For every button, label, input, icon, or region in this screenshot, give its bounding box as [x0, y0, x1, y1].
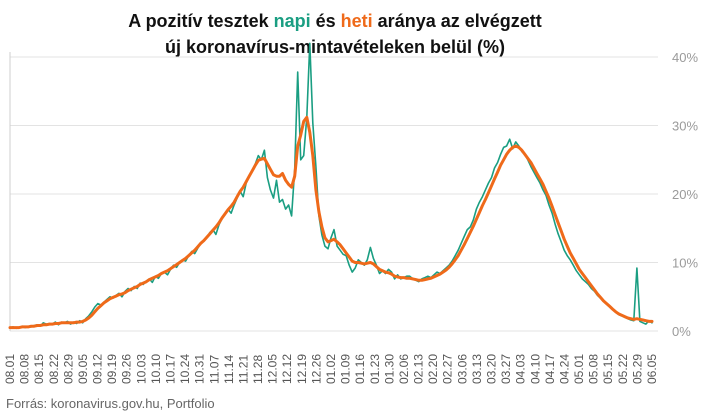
x-tick-label: 10.31 [193, 354, 207, 384]
x-tick-label: 01.09 [339, 354, 353, 384]
x-tick-label: 12.12 [280, 354, 294, 384]
x-tick-label: 08.29 [61, 354, 75, 384]
x-tick-label: 11.07 [207, 355, 221, 384]
title-part: aránya az elvégzett [372, 11, 542, 31]
x-tick-label: 01.30 [382, 354, 396, 384]
x-tick-label: 09.05 [76, 354, 90, 384]
title-heti: heti [340, 11, 373, 31]
source-note: Forrás: koronavirus.gov.hu, Portfolio [6, 396, 215, 411]
x-tick-label: 08.15 [32, 354, 46, 384]
title-napi: napi [273, 11, 311, 31]
x-tick-label: 09.26 [120, 354, 134, 384]
x-tick-label: 10.24 [178, 354, 192, 384]
x-tick-label: 08.22 [47, 354, 61, 384]
x-tick-label: 05.29 [630, 354, 644, 384]
x-tick-label: 12.19 [295, 354, 309, 384]
x-tick-label: 08.08 [18, 354, 32, 384]
x-tick-label: 09.12 [91, 354, 105, 384]
x-tick-label: 10.10 [149, 354, 163, 384]
x-tick-label: 05.15 [601, 354, 615, 384]
x-tick-label: 12.05 [266, 354, 280, 384]
x-tick-label: 03.27 [499, 354, 513, 384]
chart-title: A pozitív tesztek napi és heti aránya az… [0, 8, 670, 60]
x-tick-label: 04.24 [557, 354, 571, 384]
x-tick-label: 11.21 [236, 355, 250, 384]
x-tick-label: 05.22 [616, 354, 630, 384]
x-tick-label: 01.16 [353, 354, 367, 384]
x-tick-label: 04.10 [528, 354, 542, 384]
x-tick-label: 03.06 [455, 354, 469, 384]
x-tick-label: 10.17 [164, 354, 178, 384]
title-line-1: A pozitív tesztek napi és heti aránya az… [0, 8, 670, 34]
napi-series-line [9, 42, 653, 330]
x-tick-label: 12.26 [309, 354, 323, 384]
x-tick-label: 02.06 [397, 354, 411, 384]
heti-series-line [8, 115, 654, 330]
y-tick-label: 10% [672, 256, 698, 271]
y-tick-label: 30% [672, 119, 698, 134]
title-part: A pozitív tesztek [128, 11, 274, 31]
x-tick-label: 04.03 [514, 354, 528, 384]
y-tick-label: 20% [672, 187, 698, 202]
x-tick-label: 05.01 [572, 354, 586, 384]
x-tick-label: 10.03 [134, 354, 148, 384]
x-tick-label: 05.08 [587, 354, 601, 384]
title-line-2: új koronavírus-mintavételeken belül (%) [164, 37, 506, 57]
x-tick-label: 06.05 [645, 354, 659, 384]
x-tick-label: 01.02 [324, 354, 338, 384]
x-tick-label: 03.13 [470, 354, 484, 384]
x-tick-label: 08.01 [3, 354, 17, 384]
x-tick-label: 11.28 [251, 355, 265, 384]
x-tick-label: 11.14 [222, 355, 236, 384]
x-tick-label: 02.13 [412, 354, 426, 384]
y-tick-label: 0% [672, 324, 691, 339]
x-tick-label: 09.19 [105, 354, 119, 384]
title-part: és [310, 11, 341, 31]
y-tick-label: 40% [672, 50, 698, 65]
x-tick-label: 02.20 [426, 354, 440, 384]
x-tick-label: 02.27 [441, 354, 455, 384]
x-tick-label: 04.17 [543, 354, 557, 384]
x-tick-label: 03.20 [485, 354, 499, 384]
x-tick-label: 01.23 [368, 354, 382, 384]
